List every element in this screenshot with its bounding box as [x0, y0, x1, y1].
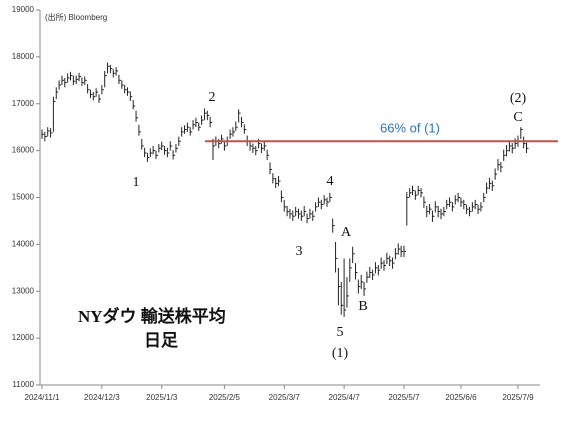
- wave-label: 3: [296, 244, 303, 259]
- x-tick-label: 2025/4/7: [329, 393, 361, 402]
- wave-label: 5: [337, 325, 344, 340]
- y-tick-label: 16000: [12, 146, 35, 155]
- y-tick-label: 13000: [12, 286, 35, 295]
- y-tick-label: 14000: [12, 239, 35, 248]
- x-tick-label: 2025/7/9: [502, 393, 534, 402]
- x-tick-label: 2025/3/7: [269, 393, 301, 402]
- wave-label: 4: [327, 174, 334, 189]
- wave-label: C: [513, 110, 522, 125]
- y-tick-label: 17000: [12, 99, 35, 108]
- y-tick-label: 11000: [12, 380, 34, 389]
- wave-label: (2): [510, 91, 527, 106]
- x-tick-label: 2025/1/3: [146, 393, 178, 402]
- x-tick-label: 2024/11/1: [25, 393, 61, 402]
- x-tick-label: 2025/6/6: [445, 393, 477, 402]
- x-tick-label: 2024/12/3: [84, 393, 120, 402]
- wave-label: B: [358, 299, 367, 314]
- y-tick-label: 18000: [12, 52, 35, 61]
- wave-label: A: [341, 225, 352, 240]
- y-tick-label: 12000: [12, 333, 35, 342]
- source: (出所) Bloomberg: [45, 12, 107, 22]
- chart-title: NYダウ 輸送株平均: [78, 306, 226, 326]
- chart-subtitle: 日足: [144, 331, 178, 350]
- y-tick-label: 15000: [12, 193, 35, 202]
- reference-label: 66% of (1): [380, 121, 440, 136]
- x-tick-label: 2025/5/7: [388, 393, 420, 402]
- wave-label: 1: [133, 175, 140, 190]
- x-tick-label: 2025/2/5: [209, 393, 241, 402]
- y-tick-label: 19000: [12, 5, 35, 14]
- wave-label: 2: [209, 90, 216, 105]
- wave-label: (1): [332, 346, 349, 361]
